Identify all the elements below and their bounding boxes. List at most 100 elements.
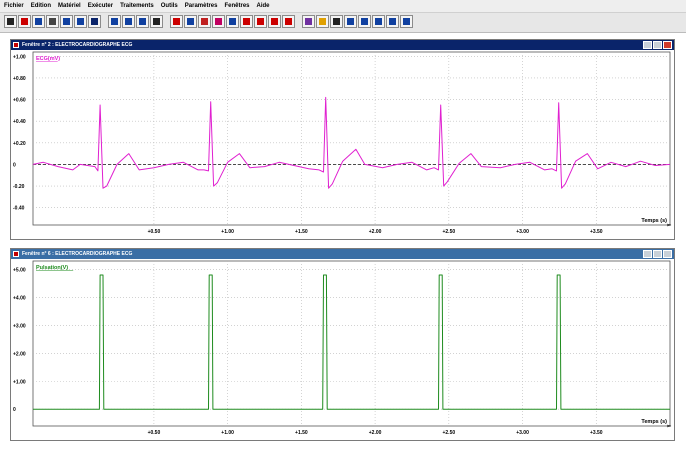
menu-item-4[interactable]: Traitements (120, 3, 154, 9)
pulse-window-titlebar[interactable]: Fenêtre n° 6 : ELECTROCARDIOGRAPHE ECG (11, 249, 674, 259)
copy-icon[interactable] (60, 15, 73, 28)
text-glyph (139, 18, 146, 25)
stop-icon[interactable] (282, 15, 295, 28)
pen-icon[interactable] (122, 15, 135, 28)
window-icon (13, 251, 19, 257)
brush-glyph (319, 18, 326, 25)
cursor-icon[interactable] (150, 15, 163, 28)
minimize-icon[interactable] (643, 41, 652, 49)
close-icon[interactable] (663, 250, 672, 258)
x-tick-label: +3.50 (590, 229, 603, 235)
minimize-icon[interactable] (643, 250, 652, 258)
ecg-chart[interactable]: +0.50 +1.00 +1.50 +2.00 +2.50 +3.00 +3.50 +1.00… (11, 50, 674, 239)
frame-icon[interactable] (358, 15, 371, 28)
export-glyph (389, 18, 396, 25)
split-glyph (375, 18, 382, 25)
eraser-icon[interactable] (330, 15, 343, 28)
x-axis-arrow-icon (666, 223, 672, 227)
menu-item-2[interactable]: Matériel (58, 3, 81, 9)
new-icon[interactable] (4, 15, 17, 28)
x-tick-label: +1.00 (221, 229, 234, 235)
series-label: ECG(mV) (36, 56, 60, 62)
print-glyph (49, 18, 56, 25)
menu-item-6[interactable]: Paramètres (184, 3, 218, 9)
plot-area (32, 51, 671, 226)
zoom-out-glyph (201, 18, 208, 25)
new-glyph (7, 18, 14, 25)
paste-icon[interactable] (74, 15, 87, 28)
table-glyph (111, 18, 118, 25)
x-axis-label: Temps (s) (641, 218, 667, 224)
y-tick-label: 0 (13, 162, 16, 168)
y-tick-label: +1.00 (13, 379, 26, 385)
series-label: Pulsation(V) (36, 265, 68, 271)
x-tick-label: +1.00 (221, 430, 234, 436)
open-icon[interactable] (18, 15, 31, 28)
x-tick-label: +2.50 (442, 430, 455, 436)
y-tick-label: +2.00 (13, 351, 26, 357)
ecg-window-titlebar[interactable]: Fenêtre n° 2 : ELECTROCARDIOGRAPHE ECG (11, 40, 674, 50)
export-icon[interactable] (386, 15, 399, 28)
y-tick-label: -0.40 (13, 206, 25, 212)
y-tick-label: +0.40 (13, 119, 26, 125)
menu-item-7[interactable]: Fenêtres (224, 3, 250, 9)
color-glyph (173, 18, 180, 25)
red-mark-icon[interactable] (268, 15, 281, 28)
color-icon[interactable] (170, 15, 183, 28)
line-tool-icon[interactable] (212, 15, 225, 28)
x-tick-label: +3.50 (590, 430, 603, 436)
split-icon[interactable] (372, 15, 385, 28)
gradient-icon[interactable] (302, 15, 315, 28)
ecg-window-title: Fenêtre n° 2 : ELECTROCARDIOGRAPHE ECG (22, 42, 133, 48)
zoom-icon[interactable] (184, 15, 197, 28)
grid-glyph (347, 18, 354, 25)
gradient-glyph (305, 18, 312, 25)
menu-item-8[interactable]: Aide (256, 3, 270, 9)
paste-glyph (77, 18, 84, 25)
copy-glyph (63, 18, 70, 25)
x-tick-label: +2.50 (442, 229, 455, 235)
x-axis-arrow-icon (666, 424, 672, 428)
print-icon[interactable] (46, 15, 59, 28)
target-icon[interactable] (254, 15, 267, 28)
table-icon[interactable] (108, 15, 121, 28)
open-glyph (21, 18, 28, 25)
maximize-icon[interactable] (653, 41, 662, 49)
y-tick-label: +0.20 (13, 141, 26, 147)
crosshair-glyph (229, 18, 236, 25)
close-icon[interactable] (663, 41, 672, 49)
x-tick-label: +2.00 (369, 229, 382, 235)
x-tick-label: +3.00 (516, 229, 529, 235)
maximize-icon[interactable] (653, 250, 662, 258)
menu-item-3[interactable]: Exécuter (87, 3, 114, 9)
arrow-icon[interactable] (400, 15, 413, 28)
pulse-chart[interactable]: +0.50 +1.00 +1.50 +2.00 +2.50 +3.00 +3.50 +5.00… (11, 259, 674, 440)
menu-item-5[interactable]: Outils (160, 3, 178, 9)
menu-item-1[interactable]: Edition (30, 3, 52, 9)
save-icon[interactable] (32, 15, 45, 28)
y-tick-label: +1.00 (13, 54, 26, 60)
grid-icon[interactable] (344, 15, 357, 28)
stop-glyph (285, 18, 292, 25)
crosshair-icon[interactable] (226, 15, 239, 28)
y-tick-label: +5.00 (13, 267, 26, 273)
zoom-out-icon[interactable] (198, 15, 211, 28)
y-tick-label: +0.60 (13, 98, 26, 104)
move-icon[interactable] (240, 15, 253, 28)
y-tick-label: +4.00 (13, 295, 26, 301)
arrow-glyph (403, 18, 410, 25)
x-tick-label: +2.00 (369, 430, 382, 436)
x-tick-label: +3.00 (516, 430, 529, 436)
pulse-window: Fenêtre n° 6 : ELECTROCARDIOGRAPHE ECG +… (10, 248, 675, 441)
move-glyph (243, 18, 250, 25)
y-tick-label: -0.20 (13, 184, 25, 190)
text-icon[interactable] (136, 15, 149, 28)
monitor-icon[interactable] (88, 15, 101, 28)
save-glyph (35, 18, 42, 25)
y-tick-label: 0 (13, 407, 16, 413)
x-tick-label: +0.50 (148, 430, 161, 436)
line-tool-glyph (215, 18, 222, 25)
pulse-window-title: Fenêtre n° 6 : ELECTROCARDIOGRAPHE ECG (22, 251, 133, 257)
menu-item-0[interactable]: Fichier (4, 3, 24, 9)
brush-icon[interactable] (316, 15, 329, 28)
